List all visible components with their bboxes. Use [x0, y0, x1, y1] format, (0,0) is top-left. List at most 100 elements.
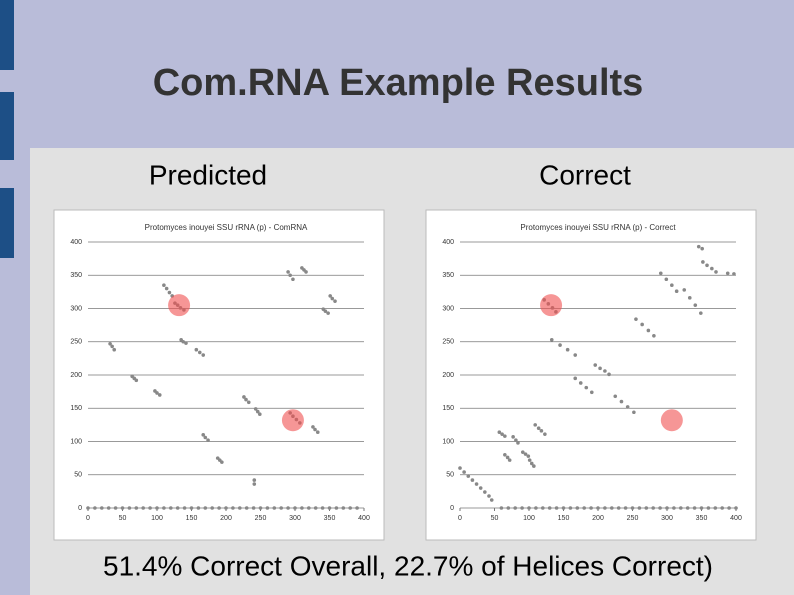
data-point [637, 506, 642, 510]
y-tick-label: 300 [442, 305, 454, 312]
data-point [194, 347, 199, 352]
data-point [630, 506, 635, 510]
data-point [320, 506, 325, 510]
data-point [106, 506, 111, 510]
highlight-circle [168, 294, 191, 317]
data-point [483, 490, 487, 494]
data-point [162, 506, 166, 510]
data-point [520, 450, 525, 454]
data-point [288, 273, 292, 278]
data-point [634, 317, 638, 321]
data-point [610, 506, 614, 510]
data-point [658, 271, 663, 276]
data-point [238, 506, 242, 510]
data-point [523, 452, 528, 456]
data-point [603, 369, 607, 373]
x-tick-label: 300 [661, 515, 673, 522]
data-point [507, 458, 512, 462]
data-point [696, 244, 701, 249]
data-point [458, 466, 462, 470]
data-point [520, 506, 524, 510]
y-tick-label: 50 [446, 472, 454, 479]
x-tick-label: 250 [627, 515, 639, 522]
data-point [543, 432, 547, 436]
data-point [701, 260, 705, 264]
data-point [593, 363, 598, 367]
data-point [86, 506, 90, 510]
data-point [313, 427, 317, 432]
chart-title: Protomyces inouyei SSU rRNA (p) - Correc… [520, 223, 676, 232]
data-point [536, 426, 541, 431]
data-point [529, 461, 534, 466]
data-point [682, 288, 687, 292]
data-point [672, 506, 676, 510]
data-point [217, 506, 221, 510]
data-point [466, 474, 471, 478]
data-point [251, 506, 256, 510]
x-tick-label: 200 [220, 515, 232, 522]
x-tick-label: 200 [592, 515, 604, 522]
data-point [311, 425, 315, 429]
data-point [619, 399, 624, 404]
data-point [527, 458, 532, 462]
data-point [175, 506, 180, 510]
data-point [534, 506, 538, 510]
y-tick-label: 200 [70, 372, 82, 379]
data-point [549, 337, 554, 342]
data-point [511, 435, 515, 439]
data-point [210, 506, 214, 510]
data-point [258, 412, 262, 417]
data-point [348, 506, 353, 510]
highlight-circle [281, 409, 304, 432]
data-point [732, 272, 736, 276]
data-point [584, 385, 589, 390]
data-point [313, 506, 318, 510]
data-point [575, 506, 580, 510]
data-point [554, 506, 559, 510]
data-point [558, 343, 562, 347]
x-tick-label: 150 [186, 515, 198, 522]
data-point [505, 455, 510, 460]
data-point [113, 506, 118, 510]
data-point [307, 506, 311, 510]
y-tick-label: 250 [70, 339, 82, 346]
data-point [734, 506, 738, 510]
highlight-circle [660, 409, 683, 432]
data-point [155, 391, 159, 395]
data-point [155, 506, 159, 510]
chart-label: Predicted [149, 159, 267, 190]
data-point [300, 506, 304, 510]
data-point [293, 506, 297, 510]
data-point [157, 393, 162, 397]
data-point [127, 506, 132, 510]
data-point [272, 506, 277, 510]
data-point [231, 506, 235, 510]
x-tick-label: 250 [255, 515, 267, 522]
data-point [679, 506, 683, 510]
data-point [244, 397, 248, 402]
data-point [169, 506, 173, 510]
x-tick-label: 350 [696, 515, 708, 522]
data-point [613, 394, 618, 399]
data-point [527, 506, 531, 510]
x-tick-label: 300 [289, 515, 301, 522]
data-point [315, 430, 320, 434]
data-point [327, 506, 332, 510]
y-tick-label: 0 [78, 505, 82, 512]
y-tick-label: 0 [450, 505, 454, 512]
side-bar [0, 0, 14, 70]
data-point [341, 506, 346, 510]
data-point [304, 270, 308, 274]
data-point [532, 464, 536, 468]
data-point [670, 283, 674, 288]
data-point [640, 322, 644, 327]
x-tick-label: 100 [151, 515, 163, 522]
y-tick-label: 350 [442, 272, 454, 279]
data-point [206, 438, 210, 442]
data-point [561, 506, 566, 510]
data-point [699, 311, 703, 315]
y-tick-label: 100 [442, 438, 454, 445]
data-point [589, 390, 594, 395]
y-tick-label: 100 [70, 438, 82, 445]
